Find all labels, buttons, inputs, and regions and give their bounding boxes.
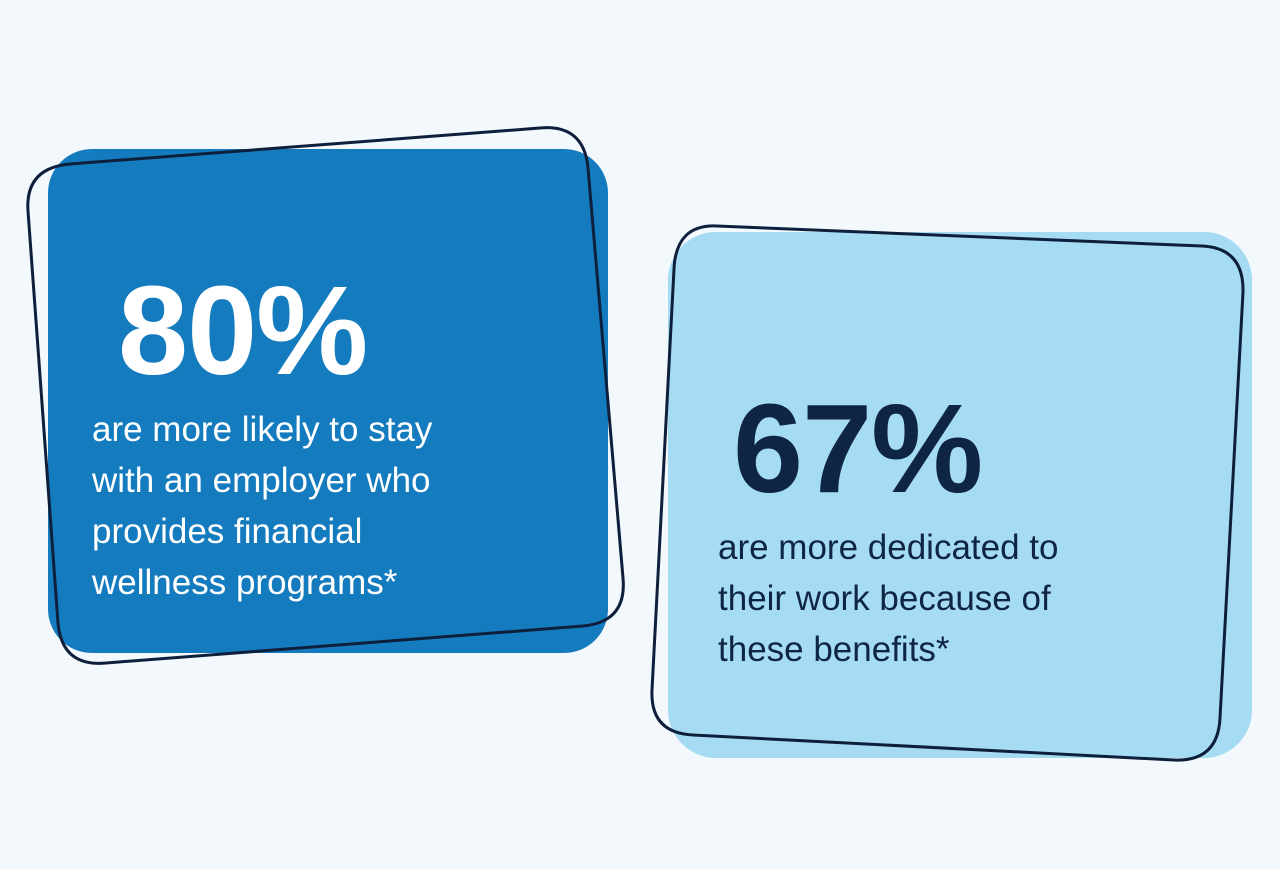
stat-card-1-fill [48,149,608,653]
stat-2-line-1: are more dedicated to [718,528,1059,567]
stat-2-description: are more dedicated to their work because… [718,522,1058,675]
stat-2-line-2: their work because of [718,579,1051,618]
stat-1-line-2: with an employer who [92,461,431,500]
stat-2-line-3: these benefits* [718,630,950,669]
stat-1-percentage: 80% [118,260,368,401]
stat-card-2-fill [668,232,1252,758]
stat-1-description: are more likely to stay with an employer… [92,404,432,608]
stat-2-percentage: 67% [733,378,983,519]
stat-card-2-outline [650,224,1245,762]
stat-1-line-3: provides financial [92,512,363,551]
stat-card-1-outline [26,126,625,665]
stat-1-line-4: wellness programs* [92,563,398,602]
stat-1-line-1: are more likely to stay [92,410,433,449]
